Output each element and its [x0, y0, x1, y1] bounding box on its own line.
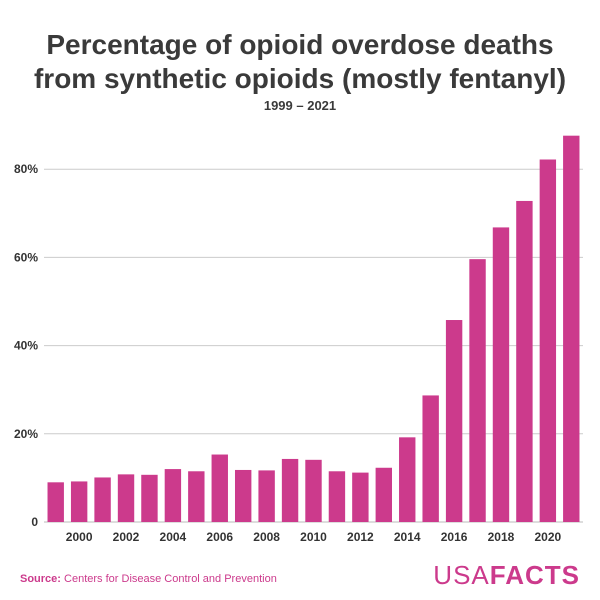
- bar-2014: [399, 437, 416, 522]
- source-label: Source:: [20, 573, 61, 585]
- y-tick-label: 0: [31, 515, 38, 529]
- x-tick-label: 2006: [206, 530, 233, 544]
- source-note: Source: Centers for Disease Control and …: [20, 573, 277, 585]
- x-tick-label: 2012: [347, 530, 374, 544]
- logo-facts: FACTS: [489, 560, 580, 590]
- logo-usa: USA: [433, 560, 490, 590]
- bar-2004: [164, 469, 182, 522]
- x-tick-label: 2000: [66, 530, 93, 544]
- bar-2009: [281, 458, 299, 522]
- bar-2000: [70, 481, 88, 522]
- bar-2021: [563, 135, 580, 522]
- x-tick-label: 2010: [300, 530, 327, 544]
- x-tick-label: 2020: [534, 530, 561, 544]
- chart-title-line-2: from synthetic opioids (mostly fentanyl): [33, 63, 567, 94]
- bar-2011: [328, 471, 346, 522]
- bar-2012: [352, 472, 369, 522]
- x-tick-label: 2004: [160, 530, 187, 544]
- x-tick-label: 2008: [253, 530, 280, 544]
- x-tick-label: 2016: [441, 530, 468, 544]
- x-tick-label: 2002: [113, 530, 140, 544]
- bar-2003: [141, 474, 158, 522]
- y-tick-label: 40%: [14, 339, 38, 353]
- y-axis-ticks: 0 20% 40% 60% 80%: [14, 162, 38, 529]
- chart-subtitle: 1999 – 2021: [263, 98, 337, 113]
- bar-2013: [375, 467, 392, 522]
- bar-2017: [469, 259, 486, 522]
- bar-1999: [47, 482, 64, 522]
- source-text: Centers for Disease Control and Preventi…: [64, 573, 277, 585]
- bar-2018: [492, 227, 510, 522]
- bar-2001: [94, 477, 111, 522]
- usafacts-logo: USAFACTS: [433, 560, 580, 590]
- x-tick-label: 2014: [394, 530, 421, 544]
- y-tick-label: 60%: [14, 250, 38, 264]
- bar-2019: [516, 200, 533, 522]
- bar-2006: [211, 454, 228, 522]
- bar-2020: [539, 159, 557, 522]
- bar-2007: [234, 469, 252, 522]
- y-tick-label: 80%: [14, 162, 38, 176]
- x-axis-ticks: 2000 2002 2004 2006 2008 2010 2012 2014 2016 2018…: [66, 530, 562, 544]
- chart-title-line-1: Percentage of opioid overdose deaths: [46, 29, 554, 60]
- x-tick-label: 2018: [488, 530, 515, 544]
- bar-2002: [117, 474, 135, 522]
- bar-2010: [305, 459, 322, 522]
- bars: [47, 135, 580, 522]
- bar-2008: [258, 470, 275, 522]
- chart-title: Percentage of opioid overdose deaths fro…: [0, 28, 600, 96]
- bar-2005: [188, 471, 205, 522]
- bar-2015: [422, 395, 439, 522]
- bar-2016: [445, 320, 463, 522]
- y-tick-label: 20%: [14, 427, 38, 441]
